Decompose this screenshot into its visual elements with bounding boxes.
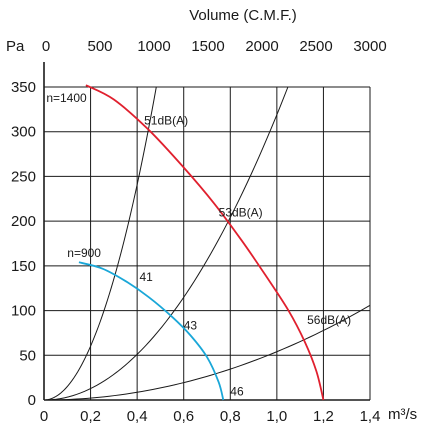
annotation-label: 46 [230,385,244,399]
x-tick-label: 0,8 [220,408,241,425]
top-tick-label: 3000 [353,38,386,55]
grid [44,86,371,400]
top-tick-label: 2500 [299,38,332,55]
annotation-label: n=1400 [46,91,87,105]
x-tick-label: 0 [40,408,48,425]
x-tick-label: 1,4 [360,408,381,425]
annotation-label: n=900 [67,246,101,260]
x-tick-label: 1,2 [313,408,334,425]
y-tick-label: 100 [11,303,36,320]
y-tick-label: 200 [11,213,36,230]
y-tick-label: 150 [11,258,36,275]
x-tick-label: 0,2 [80,408,101,425]
fan-curve-n=900 [78,261,225,401]
annotations: n=1400 51dB(A) 53dB(A) 56dB(A) n=900 41 43 46 [46,91,351,398]
system-curves [43,86,371,401]
annotation-label: 53dB(A) [219,206,263,220]
top-tick-label: 2000 [245,38,278,55]
y-tick-label: 350 [11,79,36,96]
top-tick-label: 500 [87,38,112,55]
x-tick-labels: 0 0,2 0,4 0,6 0,8 1,0 1,2 1,4 [40,408,381,425]
axes [43,62,370,401]
top-tick-label: 1500 [191,38,224,55]
y-tick-label: 300 [11,124,36,141]
top-tick-label: 0 [42,38,50,55]
annotation-label: 43 [184,318,198,332]
annotation-label: 41 [139,270,153,284]
top-tick-labels: 0 500 1000 1500 2000 2500 3000 [42,38,387,55]
y-tick-label: 50 [19,347,36,364]
fan-curves [78,84,325,401]
x-tick-label: 1,0 [266,408,287,425]
top-axis-title: Volume (C.M.F.) [189,7,297,24]
annotation-label: 56dB(A) [307,313,351,327]
system-curve-46 [43,304,371,401]
fan-curve-n=1400 [85,84,325,401]
y-axis-unit: Pa [6,38,25,55]
system-curve-43 [43,86,289,401]
x-axis-unit: m³/s [388,406,417,423]
x-tick-label: 0,4 [127,408,148,425]
x-tick-label: 0,6 [173,408,194,425]
system-curve-41 [43,86,157,401]
y-tick-labels: 0 50 100 150 200 250 300 350 [11,79,36,409]
y-tick-label: 250 [11,168,36,185]
top-tick-label: 1000 [137,38,170,55]
annotation-label: 51dB(A) [144,114,188,128]
y-tick-label: 0 [28,392,36,409]
